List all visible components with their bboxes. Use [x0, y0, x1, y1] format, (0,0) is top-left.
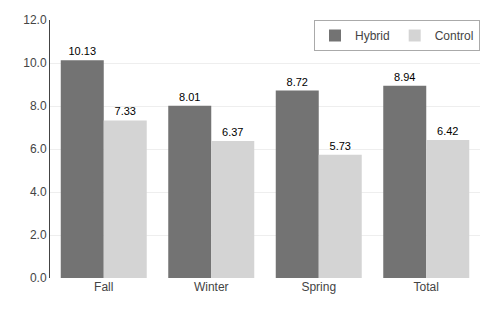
svg-text:6.42: 6.42 — [437, 125, 458, 137]
svg-text:5.73: 5.73 — [330, 140, 351, 152]
svg-text:Control: Control — [435, 29, 474, 43]
svg-text:10.0: 10.0 — [23, 56, 47, 70]
svg-text:0.0: 0.0 — [30, 271, 47, 285]
svg-text:Total: Total — [414, 280, 439, 294]
svg-text:10.13: 10.13 — [68, 45, 96, 57]
svg-text:6.37: 6.37 — [222, 126, 243, 138]
svg-text:Spring: Spring — [301, 280, 336, 294]
svg-text:6.0: 6.0 — [30, 142, 47, 156]
svg-text:8.0: 8.0 — [30, 99, 47, 113]
svg-text:12.0: 12.0 — [23, 13, 47, 27]
svg-text:2.0: 2.0 — [30, 228, 47, 242]
svg-text:Fall: Fall — [94, 280, 113, 294]
svg-text:8.72: 8.72 — [287, 76, 308, 88]
svg-text:8.01: 8.01 — [179, 91, 200, 103]
svg-text:7.33: 7.33 — [115, 105, 136, 117]
svg-text:4.0: 4.0 — [30, 185, 47, 199]
svg-text:Hybrid: Hybrid — [355, 29, 390, 43]
svg-text:Winter: Winter — [194, 280, 229, 294]
svg-text:8.94: 8.94 — [394, 71, 415, 83]
